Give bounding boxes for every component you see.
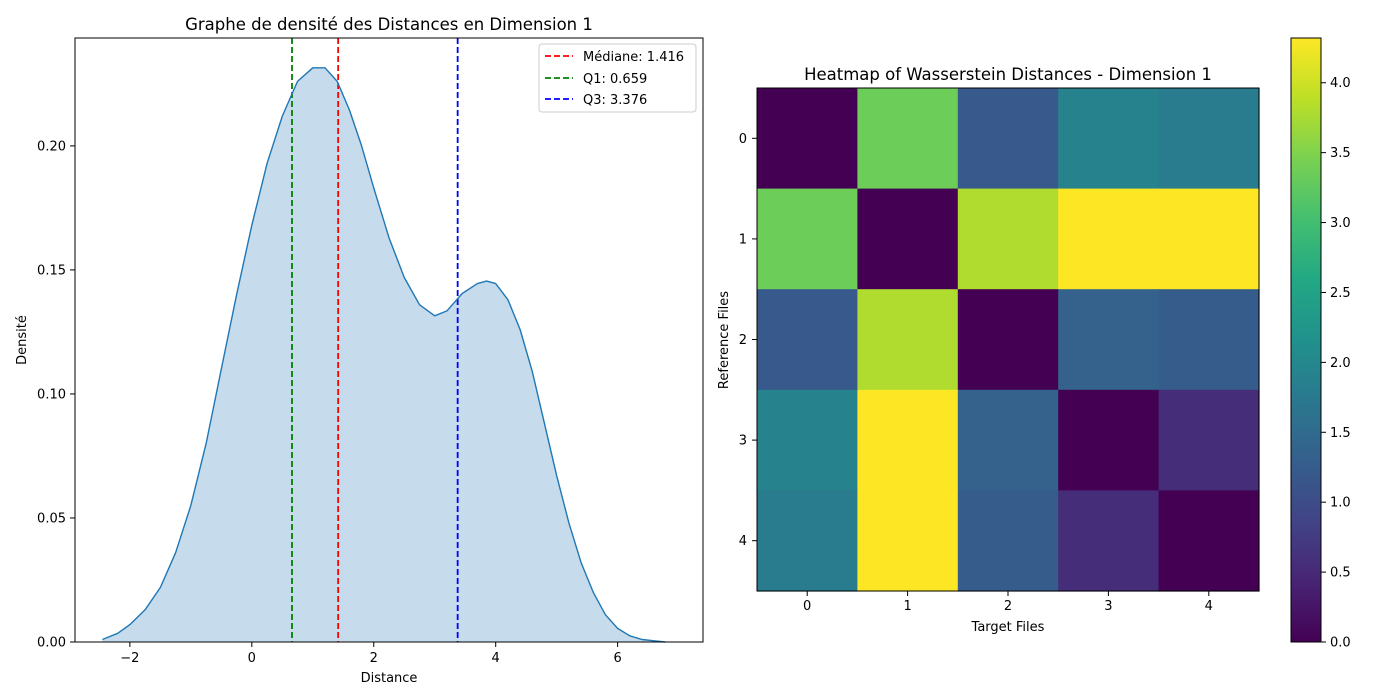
heatmap-cell <box>1158 490 1260 592</box>
heatmap-y-tick-label: 3 <box>739 434 747 449</box>
heatmap-y-tick-label: 4 <box>739 534 747 549</box>
density-legend: Médiane: 1.416 Q1: 0.659 Q3: 3.376 <box>538 43 697 113</box>
density-x-tick-label: 0 <box>248 651 256 666</box>
heatmap-x-tick-label: 0 <box>803 599 811 614</box>
heatmap-cell <box>1158 389 1260 491</box>
density-plot-frame <box>74 37 704 643</box>
heatmap-cell <box>1158 188 1260 290</box>
heatmap-title: Heatmap of Wasserstein Distances - Dimen… <box>804 65 1212 84</box>
heatmap-cell <box>1058 389 1160 491</box>
heatmap-y-axis-label: Reference Files <box>717 291 732 389</box>
density-curve <box>102 67 666 643</box>
heatmap-x-axis-label: Target Files <box>971 620 1045 635</box>
colorbar-tick-label: 0.5 <box>1330 566 1351 581</box>
heatmap-x-tick-label: 4 <box>1205 599 1213 614</box>
legend-box <box>538 43 697 113</box>
heatmap-cell <box>857 289 959 391</box>
colorbar-tick-label: 0.0 <box>1330 636 1351 651</box>
heatmap-cell <box>957 88 1059 190</box>
heatmap-cell <box>957 289 1059 391</box>
heatmap-cell <box>857 389 959 491</box>
density-area-fill <box>102 67 666 643</box>
heatmap-cell <box>757 289 858 391</box>
heatmap-cell <box>757 490 858 592</box>
colorbar-tick-label: 1.5 <box>1330 426 1351 441</box>
density-y-tick-label: 0.15 <box>37 263 66 278</box>
heatmap-y-tick-label: 0 <box>739 132 747 147</box>
density-x-tick-label: 2 <box>370 651 378 666</box>
heatmap-x-tick-label: 2 <box>1004 599 1012 614</box>
heatmap-cell <box>1058 490 1160 592</box>
density-y-axis-label: Densité <box>15 315 30 365</box>
heatmap-cell <box>1058 289 1160 391</box>
density-x-tick-label: 4 <box>492 651 500 666</box>
heatmap-cell <box>857 88 959 190</box>
colorbar <box>1290 37 1322 643</box>
heatmap-x-tick-label: 1 <box>903 599 911 614</box>
colorbar-tick-label: 2.5 <box>1330 286 1351 301</box>
heatmap-cell <box>1058 88 1160 190</box>
density-y-tick-label: 0.05 <box>37 511 66 526</box>
heatmap-cell <box>1158 88 1260 190</box>
density-chart: Graphe de densité des Distances en Dimen… <box>15 15 704 686</box>
density-x-tick-label: 6 <box>614 651 622 666</box>
heatmap-x-tick-label: 3 <box>1104 599 1112 614</box>
heatmap-cell <box>857 188 959 290</box>
colorbar-tick-label: 4.0 <box>1330 76 1351 91</box>
heatmap-chart: Heatmap of Wasserstein Distances - Dimen… <box>717 37 1351 651</box>
heatmap-cell <box>957 389 1059 491</box>
heatmap-cell <box>757 389 858 491</box>
density-y-tick-label: 0.20 <box>37 139 66 154</box>
heatmap-cell <box>1058 188 1160 290</box>
heatmap-y-tick-label: 1 <box>739 232 747 247</box>
heatmap-cell <box>957 490 1059 592</box>
legend-label-q3: Q3: 3.376 <box>583 93 647 108</box>
heatmap-cell <box>857 490 959 592</box>
legend-label-q1: Q1: 0.659 <box>583 72 647 87</box>
density-x-tick-label: −2 <box>120 651 139 666</box>
density-x-axis-label: Distance <box>361 671 418 686</box>
legend-label-median: Médiane: 1.416 <box>583 50 684 65</box>
colorbar-tick-label: 3.0 <box>1330 216 1351 231</box>
heatmap-y-tick-label: 2 <box>739 333 747 348</box>
heatmap-cell <box>957 188 1059 290</box>
heatmap-cell <box>757 88 858 190</box>
colorbar-tick-label: 2.0 <box>1330 356 1351 371</box>
heatmap-cell <box>757 188 858 290</box>
colorbar-tick-label: 1.0 <box>1330 496 1351 511</box>
colorbar-tick-label: 3.5 <box>1330 146 1351 161</box>
density-title: Graphe de densité des Distances en Dimen… <box>185 15 593 34</box>
density-y-tick-label: 0.10 <box>37 387 66 402</box>
density-y-tick-label: 0.00 <box>37 636 66 651</box>
heatmap-cell <box>1158 289 1260 391</box>
